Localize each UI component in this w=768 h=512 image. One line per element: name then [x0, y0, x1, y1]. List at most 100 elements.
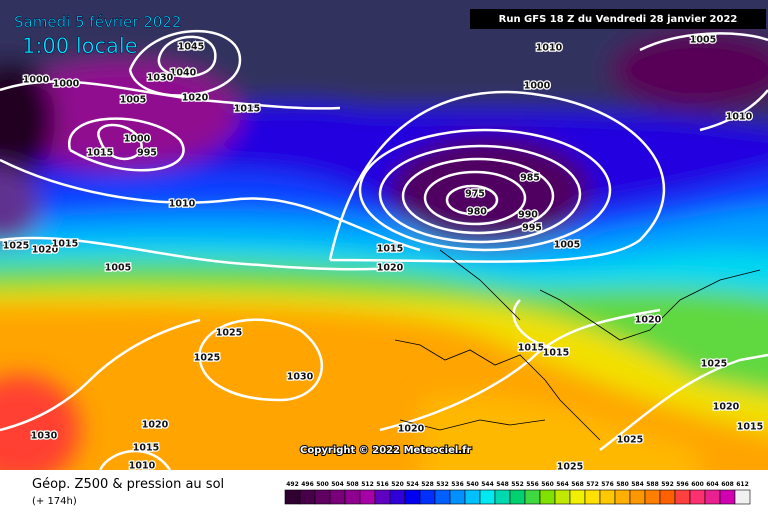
isobar-label: 1020: [142, 420, 169, 431]
colorbar-tick-label: 528: [421, 481, 434, 488]
isobar-label: 975: [465, 189, 485, 200]
colorbar-swatch: [719, 489, 736, 505]
colorbar-tick-label: 540: [466, 481, 479, 488]
colorbar-swatch: [389, 489, 406, 505]
colorbar-tick-label: 504: [331, 481, 344, 488]
colorbar-tick-label: 500: [316, 481, 329, 488]
colorbar-swatch: [599, 489, 616, 505]
isobar-label: 1020: [377, 263, 404, 274]
colorbar-swatch: [734, 489, 751, 505]
isobar-label: 1005: [690, 35, 716, 46]
colorbar-swatch: [629, 489, 646, 505]
colorbar-swatch: [584, 489, 601, 505]
isobar-label: 1010: [726, 112, 753, 123]
colorbar-swatch: [644, 489, 661, 505]
colorbar-swatch: [359, 489, 376, 505]
isobar-label: 1010: [536, 43, 563, 54]
lead-time: (+ 174h): [32, 496, 77, 507]
isobar-label: 1045: [178, 42, 204, 53]
colorbar-tick-label: 536: [451, 481, 464, 488]
isobar-label: 1015: [518, 343, 544, 354]
isobar-label: 1010: [169, 199, 196, 210]
isobar-label: 1000: [23, 75, 50, 86]
isobar-label: 1000: [124, 134, 151, 145]
isobars: [0, 30, 768, 470]
isobar-label: 980: [467, 207, 487, 218]
colorbar-tick-label: 544: [481, 481, 494, 488]
isobar-label: 1025: [617, 435, 643, 446]
colorbar-tick-label: 548: [496, 481, 509, 488]
isobar-label: 1005: [554, 240, 580, 251]
colorbar-tick-label: 588: [646, 481, 659, 488]
colorbar-tick-label: 520: [391, 481, 404, 488]
colorbar-swatch: [374, 489, 391, 505]
colorbar: 492 496 500 504 508 512 516 520 524 528 532 536 540 5…: [284, 481, 751, 505]
colorbar-swatch: [329, 489, 346, 505]
colorbar-tick-label: 580: [616, 481, 629, 488]
isobar-label: 1015: [234, 104, 260, 115]
colorbar-tick-label: 592: [661, 481, 674, 488]
colorbar-swatch: [479, 489, 496, 505]
local-time: 1:00 locale: [22, 34, 138, 58]
colorbar-tick-label: 560: [541, 481, 554, 488]
isobar-label: 1020: [398, 424, 425, 435]
legend-title: Géop. Z500 & pression au sol: [32, 477, 224, 492]
isobar-label: 1015: [737, 422, 763, 433]
isobar-label: 1005: [105, 263, 131, 274]
colorbar-swatch: [299, 489, 316, 505]
copyright: Copyright © 2022 Meteociel.fr: [300, 445, 471, 456]
colorbar-swatch: [539, 489, 556, 505]
isobar-label: 1015: [543, 348, 569, 359]
isobar-label: 1015: [87, 148, 113, 159]
colorbar-tick-label: 524: [406, 481, 419, 488]
colorbar-swatch: [704, 489, 721, 505]
colorbar-tick-label: 564: [556, 481, 569, 488]
isobar-label: 995: [522, 223, 542, 234]
isobar-label: 1025: [216, 328, 242, 339]
date: Samedi 5 février 2022: [14, 13, 181, 31]
colorbar-swatch: [419, 489, 436, 505]
isobar-label: 995: [137, 148, 157, 159]
run-box: [470, 9, 766, 29]
colorbar-swatch: [689, 489, 706, 505]
colorbar-swatch: [569, 489, 586, 505]
colorbar-swatch: [494, 489, 511, 505]
colorbar-swatch: [524, 489, 541, 505]
colorbar-tick-label: 532: [436, 481, 449, 488]
colorbar-swatch: [659, 489, 676, 505]
colorbar-tick-label: 576: [601, 481, 614, 488]
colorbar-swatch: [614, 489, 631, 505]
colorbar-tick-label: 608: [721, 481, 734, 488]
colorbar-swatch: [284, 489, 301, 505]
isobar-label: 1000: [53, 79, 80, 90]
run-info: Run GFS 18 Z du Vendredi 28 janvier 2022: [499, 14, 738, 25]
isobar-label: 1010: [129, 461, 156, 472]
isobar-label: 1025: [557, 462, 583, 473]
colorbar-swatch: [554, 489, 571, 505]
isobar-label: 1025: [701, 359, 727, 370]
isobar-label: 1030: [287, 372, 314, 383]
isobar-label: 1020: [32, 245, 59, 256]
isobar-label: 1025: [194, 353, 220, 364]
colorbar-swatch: [509, 489, 526, 505]
colorbar-tick-label: 552: [511, 481, 524, 488]
isobar-label: 990: [518, 210, 538, 221]
colorbar-swatch: [344, 489, 361, 505]
isobar-label: 985: [520, 173, 540, 184]
isobar-label: 1040: [170, 68, 197, 79]
isobar-label: 1005: [120, 95, 146, 106]
colorbar-tick-label: 508: [346, 481, 359, 488]
isobar-label: 1015: [133, 443, 159, 454]
isobar-label: 1020: [713, 402, 740, 413]
colorbar-swatch: [464, 489, 481, 505]
colorbar-tick-label: 512: [361, 481, 374, 488]
colorbar-swatch: [449, 489, 466, 505]
colorbar-tick-label: 572: [586, 481, 599, 488]
isobar-label: 1015: [52, 239, 78, 250]
field: [0, 0, 768, 470]
colorbar-swatch: [404, 489, 421, 505]
isobar-label: 1030: [147, 73, 174, 84]
